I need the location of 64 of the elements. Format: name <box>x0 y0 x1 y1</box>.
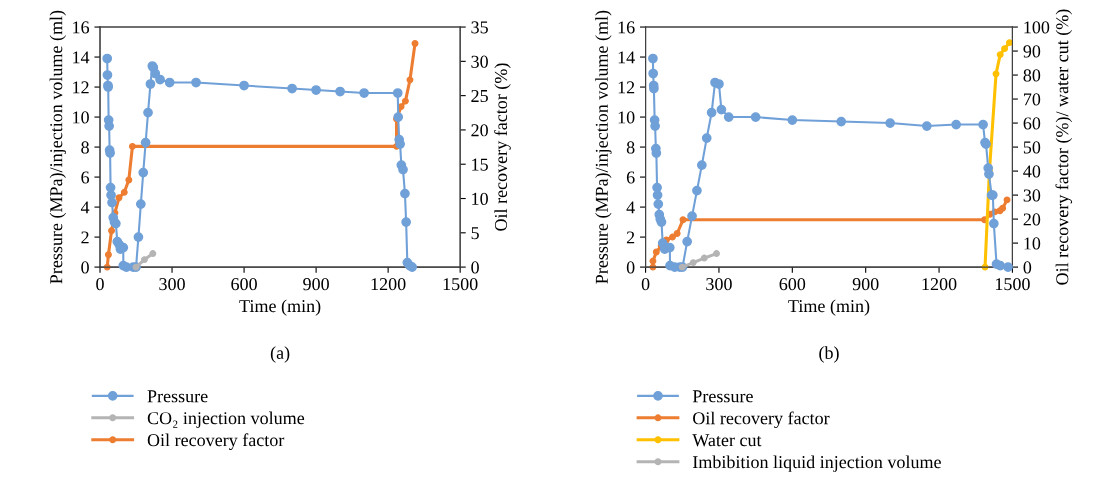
x-tick-label: 1200 <box>371 278 406 291</box>
y2-axis-title: Oil recovery factor (%) <box>494 63 511 231</box>
y2-tick-label: 35 <box>471 21 488 34</box>
legend-label: Pressure <box>692 390 753 403</box>
y-tick-label: 6 <box>626 171 635 184</box>
legend-label: Pressure <box>147 390 208 403</box>
x-tick-label: 900 <box>852 278 879 291</box>
y-tick-label: 8 <box>626 141 635 154</box>
y2-tick-label: 0 <box>471 261 479 274</box>
y-tick-label: 10 <box>73 111 89 124</box>
x-tick-label: 300 <box>706 278 732 291</box>
y-tick-label: 4 <box>626 201 635 214</box>
text: (b) <box>819 346 839 363</box>
y-tick-label: 14 <box>618 51 635 64</box>
legend-label: CO₂ injection volume <box>147 411 305 428</box>
y-tick-label: 16 <box>73 21 90 34</box>
y-tick-label: 12 <box>73 81 89 94</box>
y-tick-label: 2 <box>81 231 89 244</box>
y2-tick-label: 10 <box>472 192 488 205</box>
y2-tick-label: 10 <box>1024 237 1041 250</box>
y2-tick-label: 40 <box>1023 165 1041 178</box>
y-tick-label: 6 <box>81 171 90 184</box>
y-tick-label: 16 <box>618 21 635 34</box>
y-tick-label: 0 <box>81 261 89 274</box>
x-tick-label: 600 <box>231 278 257 291</box>
x-axis-title: Time (min) <box>788 299 870 316</box>
y-tick-label: 4 <box>80 201 90 214</box>
y-axis-title: Pressure (MPa)/injection volume (ml) <box>595 10 612 284</box>
y-tick-label: 14 <box>73 51 90 64</box>
y2-tick-label: 20 <box>471 124 488 137</box>
y2-tick-label: 30 <box>1023 189 1041 202</box>
y2-tick-label: 100 <box>1024 21 1050 34</box>
y2-axis-title: Oil recovery factor (%)/ water cut (%) <box>1055 9 1073 285</box>
y2-tick-label: 0 <box>1023 261 1032 274</box>
legend-label: Imbibition liquid injection volume <box>692 455 941 472</box>
y-tick-label: 10 <box>618 111 635 124</box>
y-tick-label: 12 <box>618 81 635 94</box>
y2-tick-label: 5 <box>471 227 479 240</box>
y2-tick-label: 70 <box>1024 93 1041 106</box>
y2-tick-label: 50 <box>1023 141 1041 154</box>
y2-tick-label: 80 <box>1023 69 1041 82</box>
x-tick-label: 1200 <box>922 278 957 291</box>
y2-tick-label: 20 <box>1023 213 1041 226</box>
x-tick-label: 300 <box>159 278 185 291</box>
x-tick-label: 600 <box>779 278 806 291</box>
y2-tick-label: 60 <box>1023 117 1041 130</box>
legend-label: Oil recovery factor <box>693 411 830 429</box>
y-tick-label: 2 <box>626 231 635 244</box>
y2-tick-label: 30 <box>471 55 488 68</box>
y2-tick-label: 15 <box>472 158 488 171</box>
x-tick-label: 0 <box>96 278 104 291</box>
y-tick-label: 0 <box>626 261 635 274</box>
y2-tick-label: 25 <box>471 89 488 103</box>
x-tick-label: 1500 <box>443 278 478 291</box>
y2-tick-label: 90 <box>1023 45 1041 58</box>
text: (a) <box>270 346 290 363</box>
x-tick-label: 900 <box>303 278 329 291</box>
legend-label: Water cut <box>692 434 762 447</box>
x-tick-label: 0 <box>641 278 650 291</box>
legend-label: Oil recovery factor <box>147 433 285 450</box>
y-tick-label: 8 <box>81 141 89 154</box>
y-axis-title: Pressure (MPa)/injection volume (ml) <box>49 10 66 284</box>
x-tick-label: 1500 <box>995 278 1030 291</box>
x-axis-title: Time (min) <box>239 299 321 316</box>
